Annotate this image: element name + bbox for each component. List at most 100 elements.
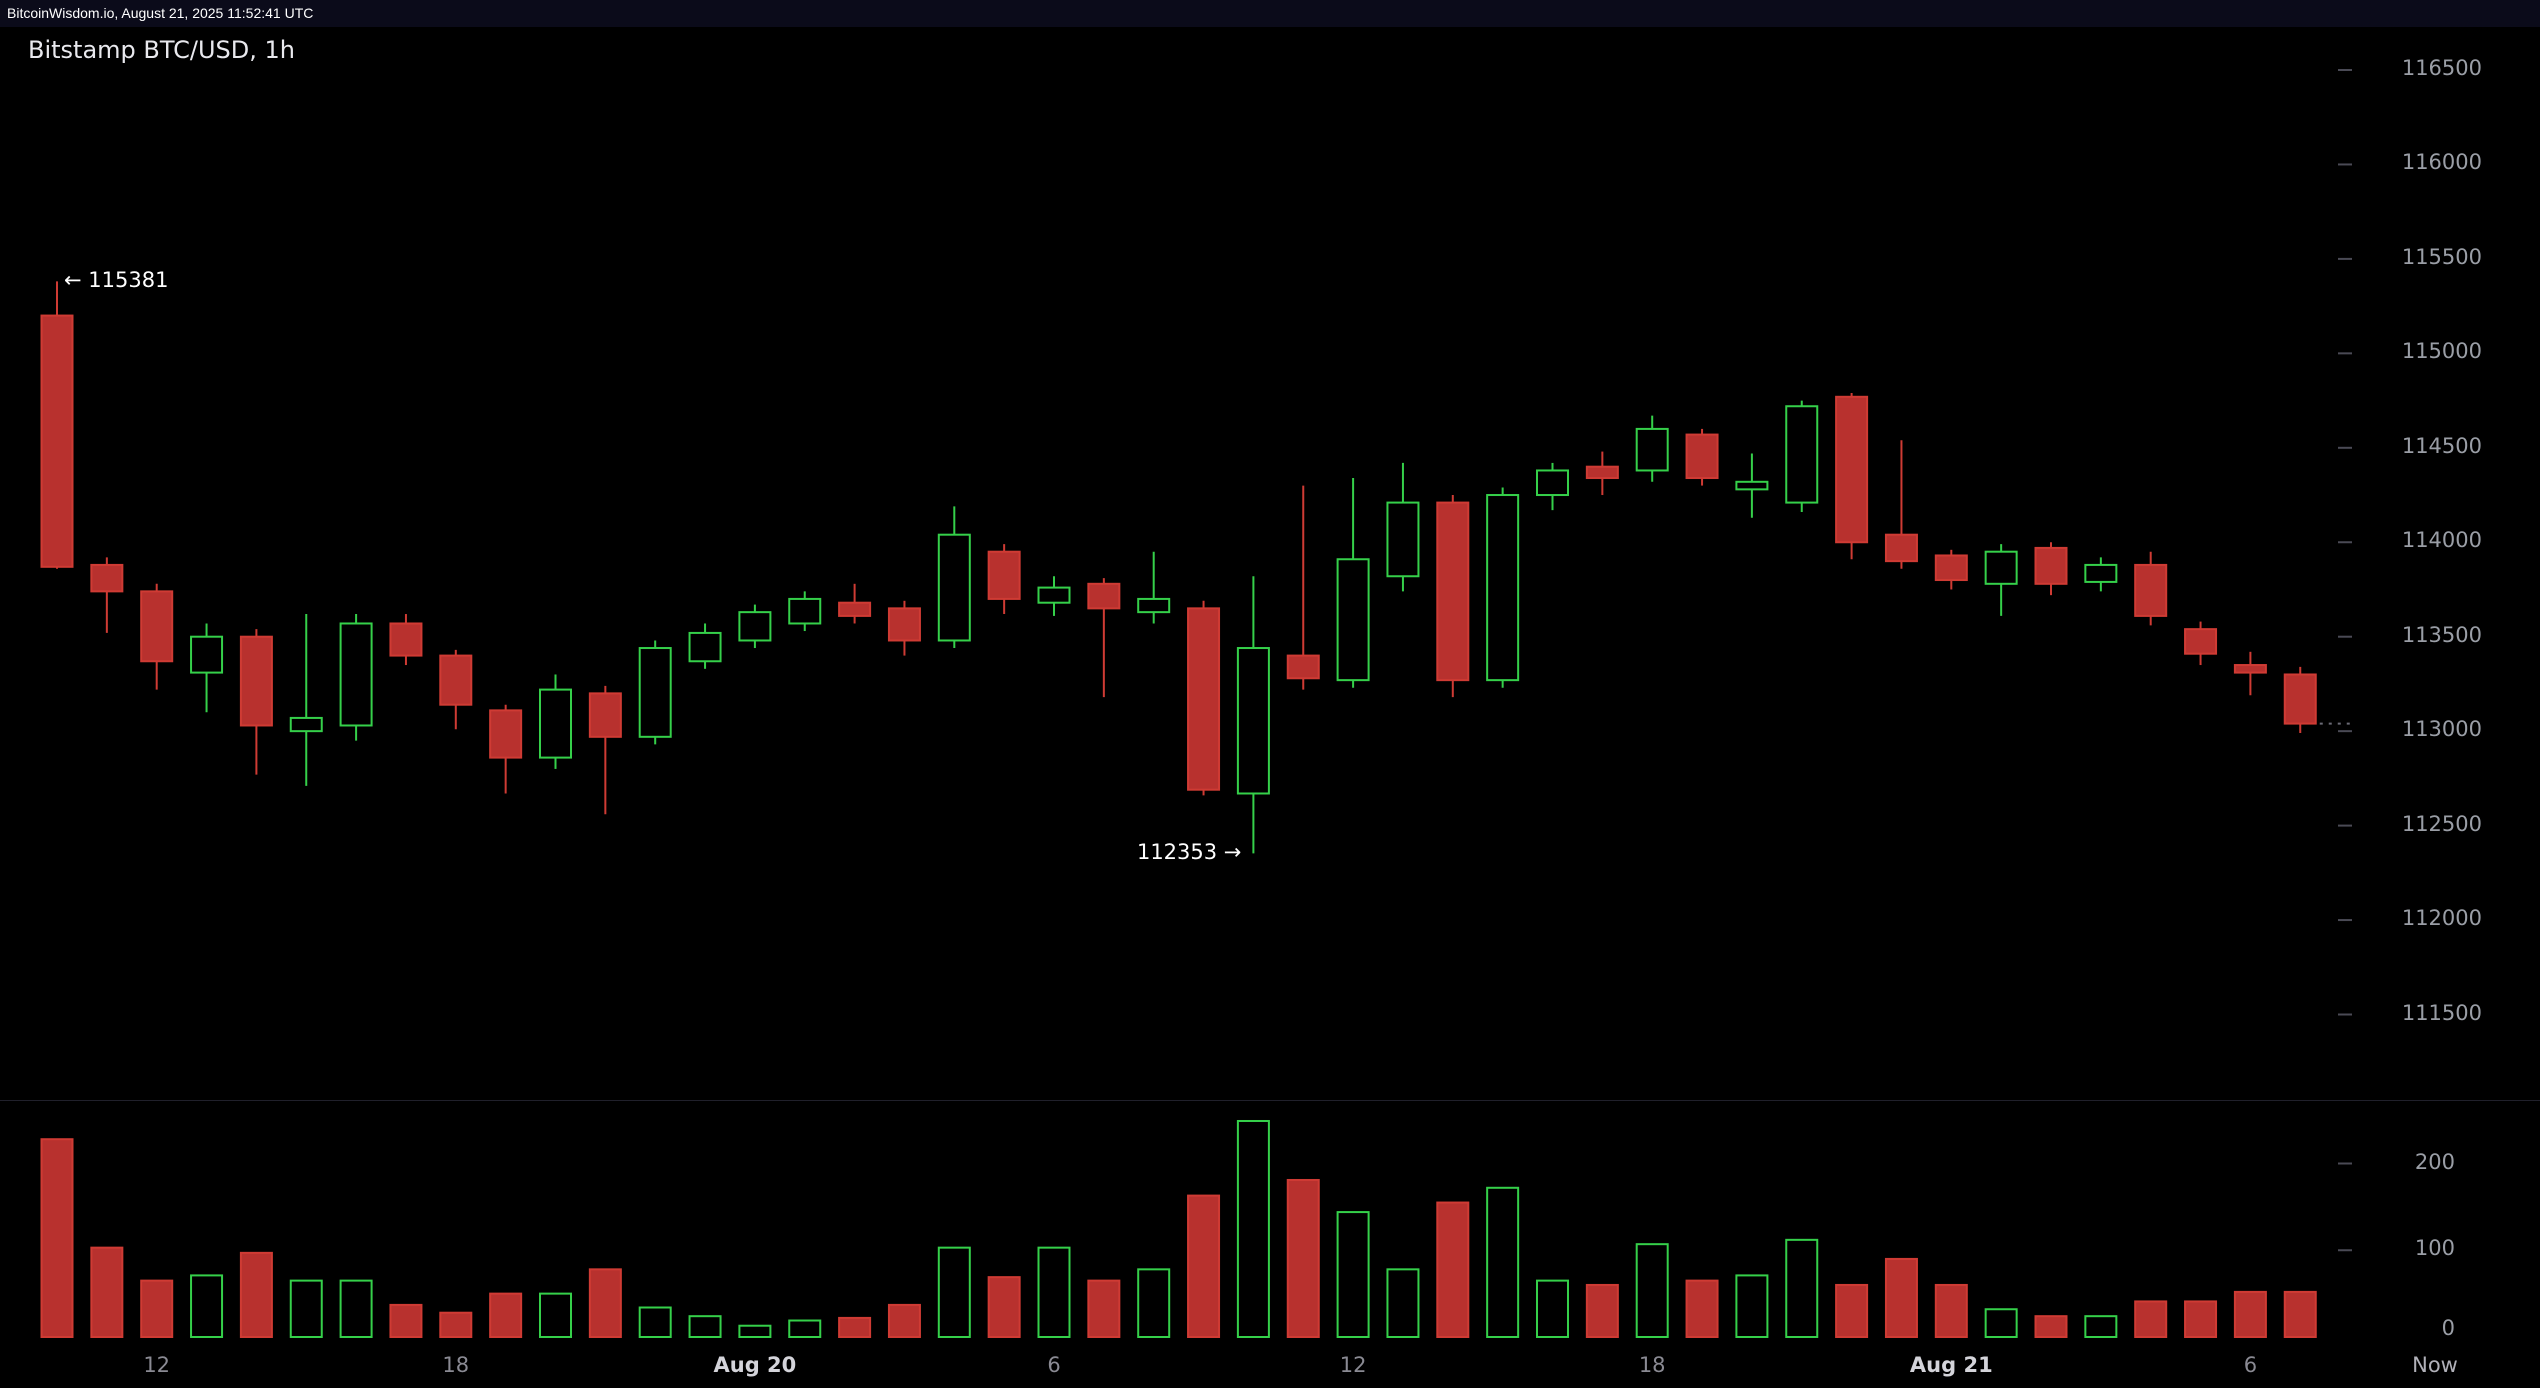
candle-body xyxy=(688,631,722,663)
volume-bar xyxy=(1735,1274,1769,1338)
candle-body xyxy=(239,635,273,727)
volume-bar xyxy=(1286,1178,1320,1339)
volume-bar xyxy=(2134,1300,2168,1338)
volume-bar xyxy=(1585,1283,1619,1338)
candle-body xyxy=(439,654,473,706)
volume-bar xyxy=(289,1279,323,1339)
candle-body xyxy=(289,716,323,733)
candle-body xyxy=(1336,558,1370,682)
x-axis-now-label: Now xyxy=(2412,1353,2458,1377)
volume-bar xyxy=(2233,1290,2267,1339)
x-axis-label: 6 xyxy=(1047,1353,1061,1377)
candle-body xyxy=(1785,405,1819,504)
volume-bar xyxy=(1386,1268,1420,1338)
volume-bar xyxy=(688,1315,722,1339)
volume-axis-label: 0 xyxy=(2441,1316,2455,1340)
volume-bar xyxy=(439,1311,473,1338)
volume-bar xyxy=(738,1324,772,1339)
volume-bar xyxy=(1436,1201,1470,1338)
topbar: BitcoinWisdom.io, August 21, 2025 11:52:… xyxy=(0,0,2540,27)
volume-bar xyxy=(788,1319,822,1338)
volume-bar xyxy=(2034,1315,2068,1339)
candle-body xyxy=(1137,597,1171,614)
volume-bar xyxy=(987,1276,1021,1338)
volume-bar xyxy=(937,1246,971,1338)
volume-bar xyxy=(588,1268,622,1338)
candle-body xyxy=(937,533,971,642)
low-price-annotation: 112353 → xyxy=(1136,840,1242,865)
volume-bar xyxy=(1187,1194,1221,1339)
volume-bar xyxy=(1934,1283,1968,1338)
candle-body xyxy=(1635,427,1669,472)
volume-bar xyxy=(1236,1119,1270,1339)
y-axis-label: 114000 xyxy=(2401,528,2482,553)
candle-body xyxy=(1934,554,1968,582)
x-axis-label: Aug 20 xyxy=(713,1353,797,1377)
candle-body xyxy=(1187,607,1221,791)
candle-body xyxy=(1685,433,1719,480)
candle-body xyxy=(987,550,1021,600)
y-axis-label: 115500 xyxy=(2401,244,2482,269)
volume-bar xyxy=(1984,1308,2018,1338)
topbar-clock-text: BitcoinWisdom.io, August 21, 2025 11:52:… xyxy=(7,5,314,21)
candle-body xyxy=(1984,550,2018,585)
candle-body xyxy=(1436,501,1470,682)
y-axis-label: 114500 xyxy=(2401,433,2482,458)
y-axis-label: 115000 xyxy=(2401,339,2482,364)
candle-body xyxy=(40,314,74,568)
candle-body xyxy=(1735,480,1769,491)
volume-bar xyxy=(90,1246,124,1338)
candle-body xyxy=(2034,546,2068,585)
candle-body xyxy=(539,688,572,759)
candle-body xyxy=(1087,582,1121,610)
x-axis-label: Aug 21 xyxy=(1909,1353,1993,1377)
x-axis-label: 12 xyxy=(143,1353,171,1377)
volume-bar xyxy=(140,1279,174,1339)
candle-body xyxy=(90,563,124,593)
volume-bar xyxy=(1635,1243,1669,1338)
volume-axis-label: 100 xyxy=(2414,1236,2455,1261)
volume-bar xyxy=(2283,1290,2317,1339)
candle-body xyxy=(339,622,373,727)
x-axis-label: 12 xyxy=(1339,1353,1367,1377)
candle-body xyxy=(838,601,872,617)
volume-bar xyxy=(1835,1283,1869,1338)
candle-body xyxy=(389,622,423,657)
volume-bar xyxy=(389,1303,423,1338)
candle-body xyxy=(588,692,622,738)
candle-body xyxy=(638,647,672,738)
volume-bar xyxy=(339,1279,373,1339)
volume-bar xyxy=(1536,1279,1569,1339)
candle-body xyxy=(1037,586,1071,604)
candle-body xyxy=(2184,628,2218,655)
volume-bar xyxy=(2084,1315,2118,1339)
y-axis-label: 116000 xyxy=(2401,150,2482,175)
volume-bar xyxy=(1785,1238,1819,1338)
y-axis-label: 113000 xyxy=(2401,717,2482,742)
volume-bar xyxy=(1685,1279,1719,1339)
candle-body xyxy=(738,611,772,642)
candle-body xyxy=(1585,465,1619,480)
candle-body xyxy=(1835,395,1869,544)
candle-body xyxy=(2134,563,2168,617)
volume-bar xyxy=(539,1292,572,1338)
x-axis-label: 18 xyxy=(442,1353,470,1377)
volume-bar xyxy=(239,1251,273,1339)
candle-body xyxy=(1536,469,1569,497)
y-axis-label: 116500 xyxy=(2401,56,2482,80)
volume-bar xyxy=(40,1138,74,1338)
candle-body xyxy=(2283,673,2317,725)
candle-body xyxy=(190,635,224,674)
volume-axis-label: 200 xyxy=(2414,1149,2455,1174)
candle-body xyxy=(140,590,174,663)
volume-bar xyxy=(1336,1211,1370,1338)
y-axis-label: 112000 xyxy=(2401,906,2482,931)
volume-bar xyxy=(1037,1246,1071,1338)
x-axis-label: 18 xyxy=(1638,1353,1666,1377)
volume-bar xyxy=(887,1303,921,1338)
volume-bar xyxy=(1137,1268,1171,1338)
volume-bar xyxy=(838,1316,872,1339)
volume-bar xyxy=(489,1292,523,1338)
